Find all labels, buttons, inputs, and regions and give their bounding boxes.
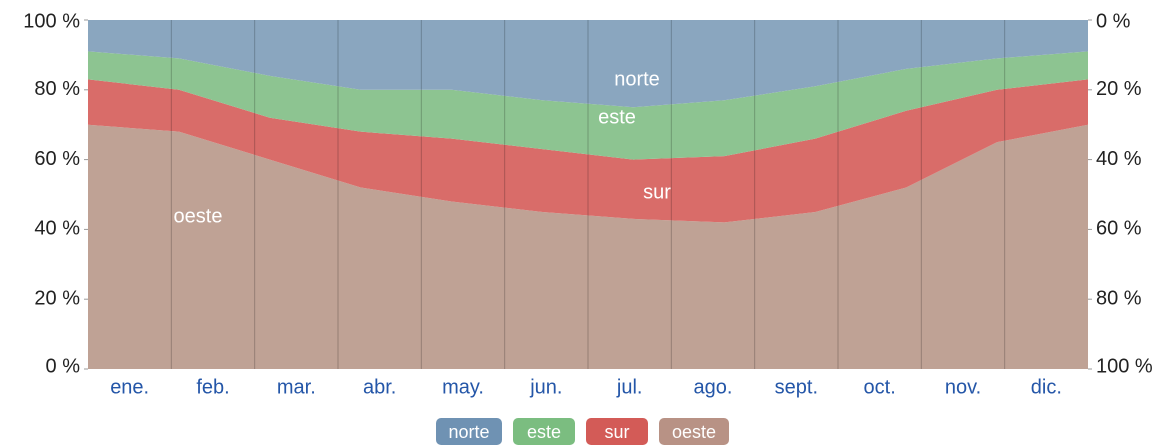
x-tick-label: ene. — [110, 376, 149, 398]
legend-label: este — [527, 422, 561, 442]
y-tick-label: 0 % — [46, 355, 81, 377]
y-tick-label: 20 % — [34, 287, 80, 309]
y2-tick-label: 100 % — [1096, 355, 1153, 377]
x-tick-label: feb. — [196, 376, 229, 398]
x-tick-label: jun. — [529, 376, 562, 398]
legend-swatch — [659, 418, 729, 445]
x-tick-label: mar. — [277, 376, 316, 398]
y-tick-label: 80 % — [34, 78, 80, 100]
legend-label: sur — [604, 422, 629, 442]
y-tick-label: 60 % — [34, 148, 80, 170]
y2-tick-label: 0 % — [1096, 10, 1131, 32]
y2-tick-label: 20 % — [1096, 78, 1142, 100]
legend-swatch — [586, 418, 648, 445]
area — [88, 124, 1088, 369]
x-tick-label: oct. — [864, 376, 896, 398]
annotation: este — [598, 106, 636, 128]
y-tick-label: 100 % — [23, 10, 80, 32]
x-tick-label: abr. — [363, 376, 396, 398]
y2-tick-label: 80 % — [1096, 287, 1142, 309]
x-tick-label: jul. — [616, 376, 643, 398]
legend-item[interactable]: oeste — [659, 418, 729, 445]
y-tick-label: 40 % — [34, 218, 80, 240]
x-tick-label: may. — [442, 376, 484, 398]
legend-item[interactable]: sur — [586, 418, 648, 445]
legend-label: norte — [448, 422, 489, 442]
legend-label: oeste — [672, 422, 716, 442]
annotation: sur — [643, 181, 671, 203]
annotation: oeste — [174, 205, 223, 227]
y2-tick-label: 40 % — [1096, 148, 1142, 170]
legend-swatch — [513, 418, 575, 445]
legend-swatch — [436, 418, 502, 445]
legend-item[interactable]: norte — [436, 418, 502, 445]
x-tick-label: ago. — [694, 376, 733, 398]
y2-tick-label: 60 % — [1096, 218, 1142, 240]
area — [88, 20, 1088, 108]
x-tick-label: nov. — [945, 376, 981, 398]
legend-item[interactable]: este — [513, 418, 575, 445]
area — [88, 79, 1088, 223]
x-tick-label: sept. — [775, 376, 818, 398]
annotation: norte — [614, 68, 660, 90]
area — [88, 51, 1088, 160]
x-tick-label: dic. — [1031, 376, 1062, 398]
